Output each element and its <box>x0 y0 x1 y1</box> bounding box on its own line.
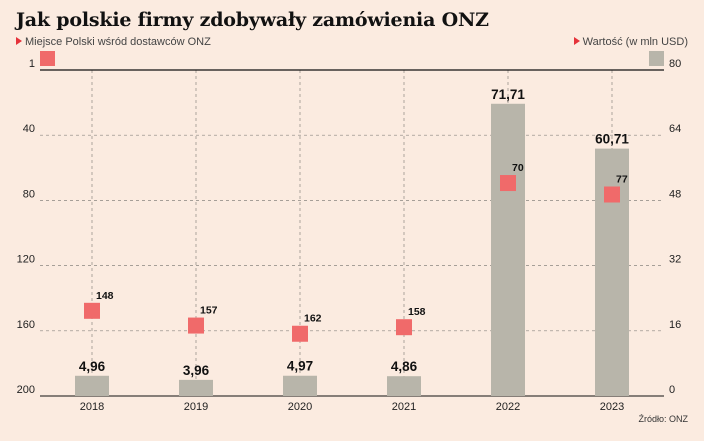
left-axis-tick-label: 120 <box>17 254 35 266</box>
bar <box>179 379 213 396</box>
legend-rank-label: Miejsce Polski wśród dostawców ONZ <box>25 36 211 48</box>
legend-rank-swatch <box>40 51 55 66</box>
rank-marker <box>604 186 620 203</box>
x-axis-tick-label: 2022 <box>496 401 520 413</box>
legend-value-label: Wartość (w mln USD) <box>582 36 688 48</box>
source-note: Źródło: ONZ <box>638 414 688 424</box>
bar <box>491 103 525 397</box>
bar-value-label: 4,97 <box>287 359 313 374</box>
bar <box>595 148 629 396</box>
bar <box>283 375 317 396</box>
rank-marker <box>188 317 204 334</box>
x-axis-tick-label: 2023 <box>600 401 624 413</box>
legend-value-swatch <box>649 51 664 66</box>
x-axis-tick-label: 2018 <box>80 401 104 413</box>
right-axis-tick-label: 80 <box>669 58 681 70</box>
legend-rank: Miejsce Polski wśród dostawców ONZ <box>16 36 211 48</box>
rank-value-label: 157 <box>200 305 218 317</box>
left-axis-tick-label: 80 <box>23 188 35 200</box>
rank-value-label: 158 <box>408 306 426 318</box>
bar-value-label: 4,96 <box>79 359 106 374</box>
left-axis-tick-label: 1 <box>29 58 35 70</box>
bar <box>75 375 109 396</box>
left-axis-tick-label: 40 <box>23 123 35 135</box>
bar-value-label: 4,86 <box>391 359 418 374</box>
right-axis-tick-label: 64 <box>669 123 681 135</box>
rank-marker <box>292 325 308 342</box>
rank-marker <box>396 319 412 336</box>
rank-value-label: 162 <box>304 313 322 325</box>
triangle-icon <box>16 37 22 45</box>
right-axis-tick-label: 32 <box>669 254 681 266</box>
bar <box>387 376 421 396</box>
chart-title: Jak polskie firmy zdobywały zamówienia O… <box>16 9 489 31</box>
right-axis-tick-label: 48 <box>669 188 681 200</box>
left-axis-tick-label: 160 <box>17 319 35 331</box>
rank-marker <box>500 175 516 192</box>
rank-value-label: 77 <box>616 174 628 186</box>
triangle-icon <box>573 37 580 45</box>
rank-marker <box>84 302 100 319</box>
left-axis-tick-label: 200 <box>17 384 35 396</box>
x-axis-tick-label: 2021 <box>392 401 416 413</box>
rank-value-label: 70 <box>512 162 524 174</box>
right-axis-tick-label: 16 <box>669 319 681 331</box>
bar-value-label: 60,71 <box>595 132 629 147</box>
rank-value-label: 148 <box>96 290 114 302</box>
x-axis-tick-label: 2020 <box>288 401 312 413</box>
bar-value-label: 3,96 <box>183 363 210 378</box>
bar-value-label: 71,71 <box>491 87 525 102</box>
right-axis-tick-label: 0 <box>669 384 675 396</box>
x-axis-tick-label: 2019 <box>184 401 208 413</box>
legend-value: Wartość (w mln USD) <box>573 36 688 48</box>
